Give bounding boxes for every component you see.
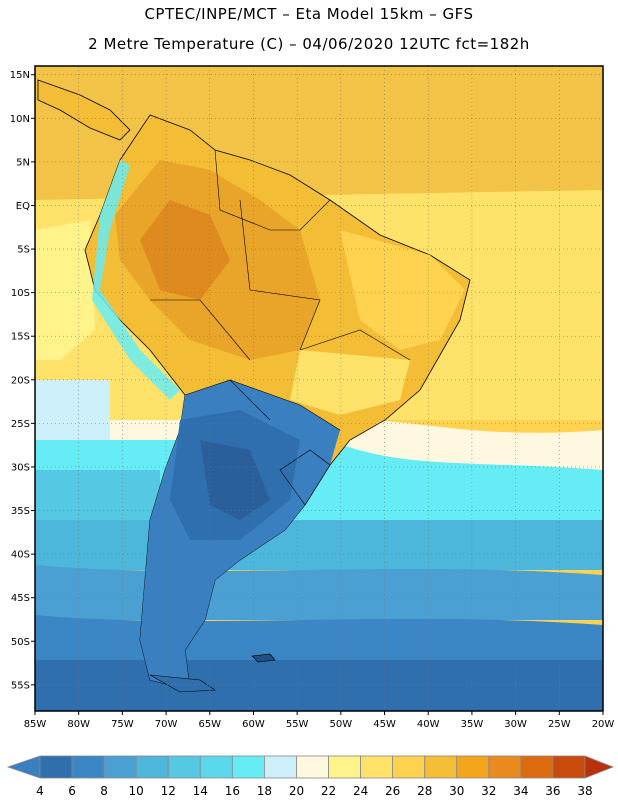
lat-tick-label: 10S [11, 288, 30, 299]
colorbar-swatch [360, 755, 394, 779]
colorbar-label: 18 [257, 784, 272, 798]
colorbar-arrow-left [6, 755, 41, 779]
lon-tick-label: 30W [504, 719, 527, 730]
colorbar-label: 34 [513, 784, 528, 798]
colorbar-arrow-right [584, 755, 615, 779]
lat-tick-label: 20S [11, 375, 30, 386]
lat-tick-label: 5S [17, 245, 30, 256]
colorbar-swatch [456, 755, 490, 779]
colorbar-swatch [135, 755, 169, 779]
colorbar-swatch [328, 755, 361, 779]
temperature-field [35, 66, 603, 711]
lon-tick-label: 85W [24, 719, 47, 730]
lon-tick-label: 45W [373, 719, 396, 730]
lat-tick-label: 35S [11, 506, 30, 517]
colorbar-label: 26 [385, 784, 400, 798]
lon-tick-label: 20W [592, 719, 615, 730]
colorbar-swatch [424, 755, 458, 779]
lat-tick-label: 5N [16, 157, 30, 168]
lat-tick-label: 15N [10, 70, 30, 81]
colorbar-swatch [264, 755, 297, 779]
colorbar-label: 10 [129, 784, 144, 798]
colorbar-label: 28 [417, 784, 432, 798]
colorbar-label: 32 [481, 784, 496, 798]
lat-tick-label: 10N [10, 114, 30, 125]
colorbar-swatch [392, 755, 426, 779]
colorbar-swatch [231, 755, 265, 779]
lat-tick-label: 25S [11, 419, 30, 430]
colorbar-label: 20 [289, 784, 304, 798]
lat-tick-label: 30S [11, 462, 30, 473]
colorbar-label: 8 [100, 784, 108, 798]
colorbar-label: 14 [193, 784, 208, 798]
lat-tick-label: 55S [11, 680, 30, 691]
lat-tick-label: 40S [11, 550, 30, 561]
colorbar-swatch [199, 755, 233, 779]
colorbar-label: 6 [68, 784, 76, 798]
lon-tick-label: 70W [155, 719, 178, 730]
colorbar-label: 36 [545, 784, 560, 798]
map-grid [35, 66, 603, 711]
lat-tick-label: EQ [16, 201, 30, 212]
lon-tick-label: 40W [417, 719, 440, 730]
colorbar-swatch [39, 755, 73, 779]
lon-tick-label: 55W [286, 719, 309, 730]
lon-tick-label: 65W [198, 719, 221, 730]
latitude-axis: 15N 10N 5N EQ 5S 10S 15S 20S 25S 30S 35S 40S 45S 50S 5… [10, 70, 35, 691]
colorbar-swatch [167, 755, 201, 779]
colorbar-label: 30 [449, 784, 464, 798]
lat-tick-label: 50S [11, 637, 30, 648]
colorbar-swatch [520, 755, 554, 779]
colorbar-swatch [552, 755, 586, 779]
lon-tick-label: 75W [111, 719, 134, 730]
lon-tick-label: 80W [67, 719, 90, 730]
colorbar-label: 4 [36, 784, 44, 798]
lon-tick-label: 25W [548, 719, 571, 730]
longitude-axis: 85W 80W 75W 70W 65W 60W 55W 50W 45W 40W 35W 30W 25W 2… [24, 711, 615, 730]
colorbar-swatch [296, 755, 329, 779]
lat-tick-label: 15S [11, 332, 30, 343]
lat-tick-label: 45S [11, 593, 30, 604]
map-subtitle: 2 Metre Temperature (C) – 04/06/2020 12U… [88, 35, 530, 53]
lon-tick-label: 35W [461, 719, 484, 730]
colorbar: 4 6 8 10 12 14 16 18 20 22 24 26 28 30 32 34 36 38 [6, 755, 615, 798]
lon-tick-label: 50W [330, 719, 353, 730]
colorbar-label: 22 [321, 784, 336, 798]
colorbar-label: 38 [577, 784, 592, 798]
map-frame [34, 65, 604, 712]
colorbar-label: 16 [225, 784, 240, 798]
colorbar-label: 24 [353, 784, 368, 798]
colorbar-swatch [71, 755, 105, 779]
map-title: CPTEC/INPE/MCT – Eta Model 15km – GFS [144, 5, 474, 23]
colorbar-label: 12 [161, 784, 176, 798]
lon-tick-label: 60W [242, 719, 265, 730]
colorbar-swatch [103, 755, 137, 779]
colorbar-swatch [488, 755, 522, 779]
